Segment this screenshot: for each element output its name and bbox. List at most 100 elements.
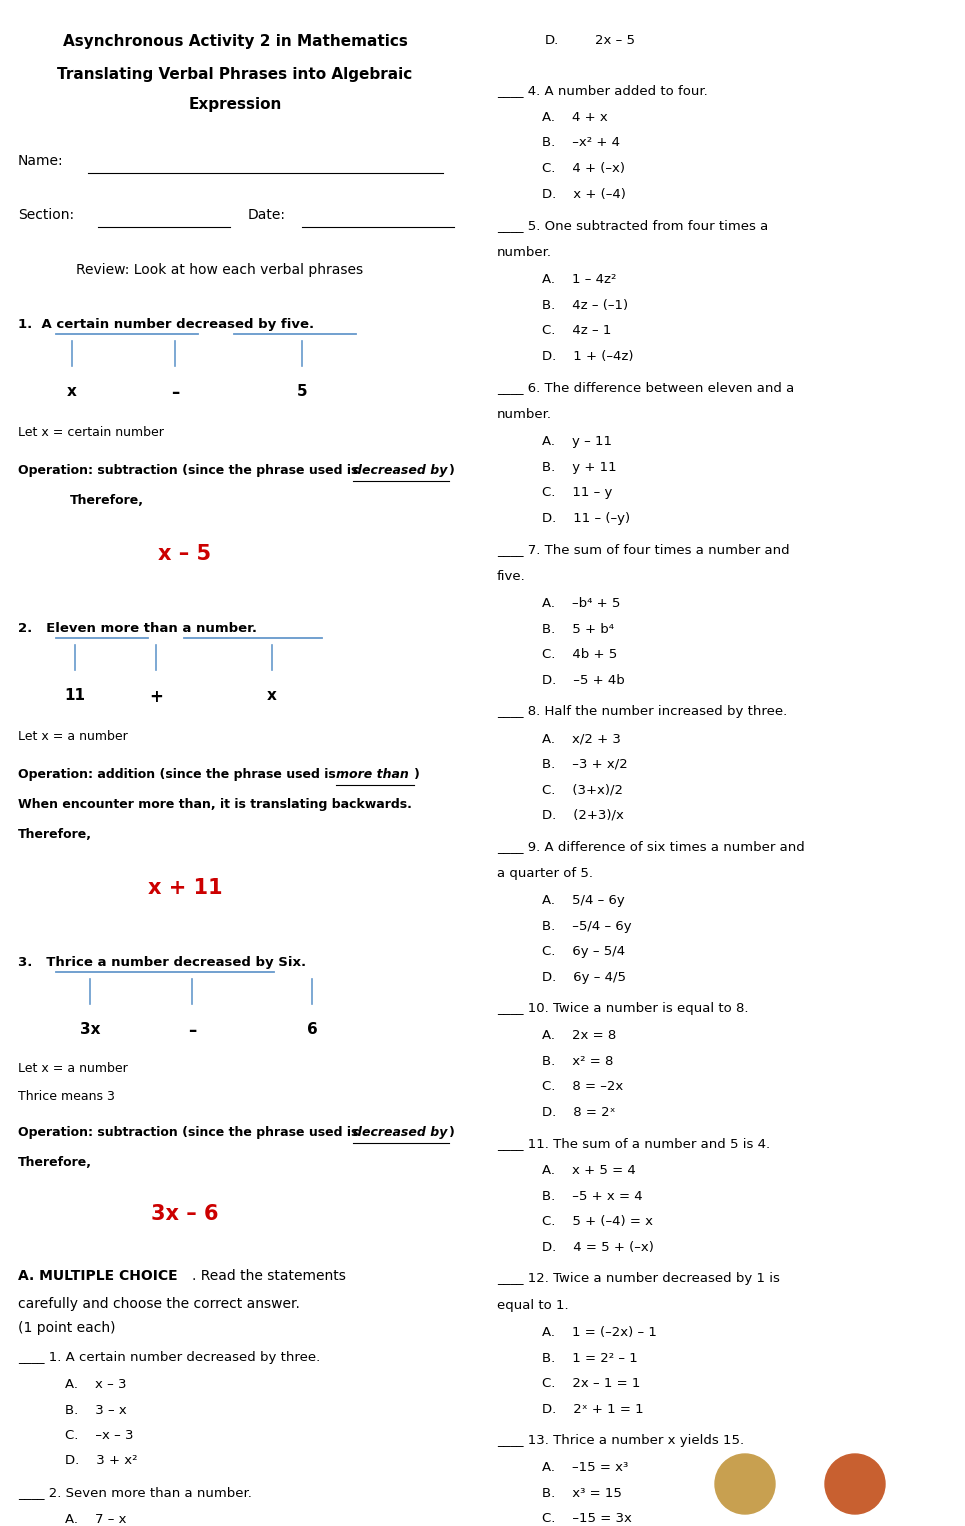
- Text: When encounter more than, it is translating backwards.: When encounter more than, it is translat…: [18, 798, 412, 810]
- Text: B.    1 = 2² – 1: B. 1 = 2² – 1: [542, 1352, 638, 1364]
- Text: A.    7 – x: A. 7 – x: [65, 1512, 126, 1526]
- Text: D.    2ˣ + 1 = 1: D. 2ˣ + 1 = 1: [542, 1402, 644, 1416]
- Text: A.    1 – 4z²: A. 1 – 4z²: [542, 273, 617, 285]
- Text: carefully and choose the correct answer.: carefully and choose the correct answer.: [18, 1297, 300, 1311]
- Circle shape: [715, 1454, 775, 1514]
- Text: decreased by: decreased by: [353, 1126, 448, 1138]
- Text: B.    –x² + 4: B. –x² + 4: [542, 136, 620, 150]
- Text: ____ 13. Thrice a number x yields 15.: ____ 13. Thrice a number x yields 15.: [497, 1434, 744, 1447]
- Text: ): ): [449, 464, 455, 478]
- Text: ____ 10. Twice a number is equal to 8.: ____ 10. Twice a number is equal to 8.: [497, 1003, 749, 1015]
- Text: D.    x + (–4): D. x + (–4): [542, 188, 626, 200]
- Text: D.    (2+3)/x: D. (2+3)/x: [542, 809, 624, 821]
- Text: x – 5: x – 5: [158, 543, 211, 565]
- Text: ____ 11. The sum of a number and 5 is 4.: ____ 11. The sum of a number and 5 is 4.: [497, 1137, 770, 1151]
- Text: Name:: Name:: [18, 154, 64, 168]
- Text: ____ 9. A difference of six times a number and: ____ 9. A difference of six times a numb…: [497, 839, 805, 853]
- Text: Let x = a number: Let x = a number: [18, 1062, 127, 1074]
- Text: C.    5 + (–4) = x: C. 5 + (–4) = x: [542, 1215, 653, 1228]
- Text: Let x = a number: Let x = a number: [18, 729, 127, 743]
- Text: equal to 1.: equal to 1.: [497, 1299, 568, 1312]
- Text: x: x: [267, 688, 277, 703]
- Text: Date:: Date:: [248, 208, 286, 221]
- Text: –: –: [188, 1022, 196, 1041]
- Text: ____ 8. Half the number increased by three.: ____ 8. Half the number increased by thr…: [497, 705, 787, 719]
- Text: C.    11 – y: C. 11 – y: [542, 485, 613, 499]
- Text: Let x = certain number: Let x = certain number: [18, 426, 164, 439]
- Text: D.    3 + x²: D. 3 + x²: [65, 1454, 137, 1468]
- Text: 5: 5: [296, 385, 307, 398]
- Text: C.    (3+x)/2: C. (3+x)/2: [542, 783, 623, 797]
- Text: D.    8 = 2ˣ: D. 8 = 2ˣ: [542, 1105, 616, 1119]
- Text: x + 11: x + 11: [148, 877, 222, 897]
- Text: D.    6y – 4/5: D. 6y – 4/5: [542, 971, 626, 983]
- Text: ____ 5. One subtracted from four times a: ____ 5. One subtracted from four times a: [497, 220, 768, 232]
- Text: D.    4 = 5 + (–x): D. 4 = 5 + (–x): [542, 1241, 654, 1253]
- Text: B.    5 + b⁴: B. 5 + b⁴: [542, 623, 614, 635]
- Text: ____ 6. The difference between eleven and a: ____ 6. The difference between eleven an…: [497, 382, 794, 394]
- Text: C.    4 + (–x): C. 4 + (–x): [542, 162, 625, 175]
- Text: 3.   Thrice a number decreased by Six.: 3. Thrice a number decreased by Six.: [18, 955, 306, 969]
- Text: Expression: Expression: [188, 98, 282, 111]
- Text: Therefore,: Therefore,: [70, 494, 144, 507]
- Text: A. MULTIPLE CHOICE: A. MULTIPLE CHOICE: [18, 1270, 178, 1283]
- Text: A.    4 + x: A. 4 + x: [542, 111, 608, 124]
- Text: A.    y – 11: A. y – 11: [542, 435, 612, 449]
- Text: Thrice means 3: Thrice means 3: [18, 1090, 115, 1103]
- Text: D.: D.: [545, 34, 560, 47]
- Text: B.    y + 11: B. y + 11: [542, 461, 617, 473]
- Text: number.: number.: [497, 407, 552, 421]
- Text: C.    –15 = 3x: C. –15 = 3x: [542, 1512, 632, 1524]
- Text: C.    –x – 3: C. –x – 3: [65, 1428, 133, 1442]
- Text: ____ 7. The sum of four times a number and: ____ 7. The sum of four times a number a…: [497, 543, 789, 555]
- Text: Translating Verbal Phrases into Algebraic: Translating Verbal Phrases into Algebrai…: [57, 67, 413, 82]
- Text: A.    –15 = x³: A. –15 = x³: [542, 1460, 628, 1474]
- Text: decreased by: decreased by: [353, 464, 448, 478]
- Text: A.    –b⁴ + 5: A. –b⁴ + 5: [542, 597, 620, 610]
- Text: B.    4z – (–1): B. 4z – (–1): [542, 299, 628, 311]
- Text: ): ): [414, 768, 420, 781]
- Text: 11: 11: [65, 688, 86, 703]
- Text: Operation: subtraction (since the phrase used is: Operation: subtraction (since the phrase…: [18, 1126, 363, 1138]
- Text: D.    1 + (–4z): D. 1 + (–4z): [542, 349, 633, 363]
- Text: A.    5/4 – 6y: A. 5/4 – 6y: [542, 894, 624, 906]
- Text: C.    2x – 1 = 1: C. 2x – 1 = 1: [542, 1376, 641, 1390]
- Text: 2.   Eleven more than a number.: 2. Eleven more than a number.: [18, 623, 257, 635]
- Text: B.    –3 + x/2: B. –3 + x/2: [542, 757, 628, 771]
- Text: ____ 12. Twice a number decreased by 1 is: ____ 12. Twice a number decreased by 1 i…: [497, 1273, 780, 1285]
- Text: Therefore,: Therefore,: [18, 829, 92, 841]
- Text: C.    4b + 5: C. 4b + 5: [542, 649, 618, 661]
- Text: Asynchronous Activity 2 in Mathematics: Asynchronous Activity 2 in Mathematics: [63, 34, 407, 49]
- Text: C.    6y – 5/4: C. 6y – 5/4: [542, 945, 625, 958]
- Text: 6: 6: [307, 1022, 317, 1038]
- Text: C.    4z – 1: C. 4z – 1: [542, 324, 612, 337]
- Text: C.    8 = –2x: C. 8 = –2x: [542, 1080, 623, 1093]
- Text: ): ): [449, 1126, 455, 1138]
- Text: A.    1 = (–2x) – 1: A. 1 = (–2x) – 1: [542, 1326, 657, 1338]
- Text: 3x – 6: 3x – 6: [152, 1204, 219, 1224]
- Text: B.    –5/4 – 6y: B. –5/4 – 6y: [542, 920, 632, 932]
- Text: A.    x/2 + 3: A. x/2 + 3: [542, 732, 620, 745]
- Text: Operation: subtraction (since the phrase used is: Operation: subtraction (since the phrase…: [18, 464, 363, 478]
- Text: 2x – 5: 2x – 5: [595, 34, 635, 47]
- Text: D.    –5 + 4b: D. –5 + 4b: [542, 673, 624, 687]
- Text: five.: five.: [497, 571, 526, 583]
- Text: 1.  A certain number decreased by five.: 1. A certain number decreased by five.: [18, 317, 315, 331]
- Text: A.    x + 5 = 4: A. x + 5 = 4: [542, 1164, 636, 1177]
- Text: ____ 4. A number added to four.: ____ 4. A number added to four.: [497, 84, 707, 98]
- Text: B.    –5 + x = 4: B. –5 + x = 4: [542, 1189, 643, 1202]
- Text: –: –: [171, 385, 179, 401]
- Text: ____ 2. Seven more than a number.: ____ 2. Seven more than a number.: [18, 1486, 252, 1499]
- Text: A.    2x = 8: A. 2x = 8: [542, 1029, 617, 1042]
- Text: D.    11 – (–y): D. 11 – (–y): [542, 511, 630, 525]
- Text: 3x: 3x: [80, 1022, 100, 1038]
- Text: (1 point each): (1 point each): [18, 1322, 116, 1335]
- Text: ____ 1. A certain number decreased by three.: ____ 1. A certain number decreased by th…: [18, 1351, 320, 1364]
- Text: number.: number.: [497, 246, 552, 259]
- Text: more than: more than: [336, 768, 409, 781]
- Text: Therefore,: Therefore,: [18, 1157, 92, 1169]
- Circle shape: [825, 1454, 885, 1514]
- Text: +: +: [149, 688, 163, 707]
- Text: Review: Look at how each verbal phrases: Review: Look at how each verbal phrases: [76, 262, 364, 278]
- Text: a quarter of 5.: a quarter of 5.: [497, 867, 593, 881]
